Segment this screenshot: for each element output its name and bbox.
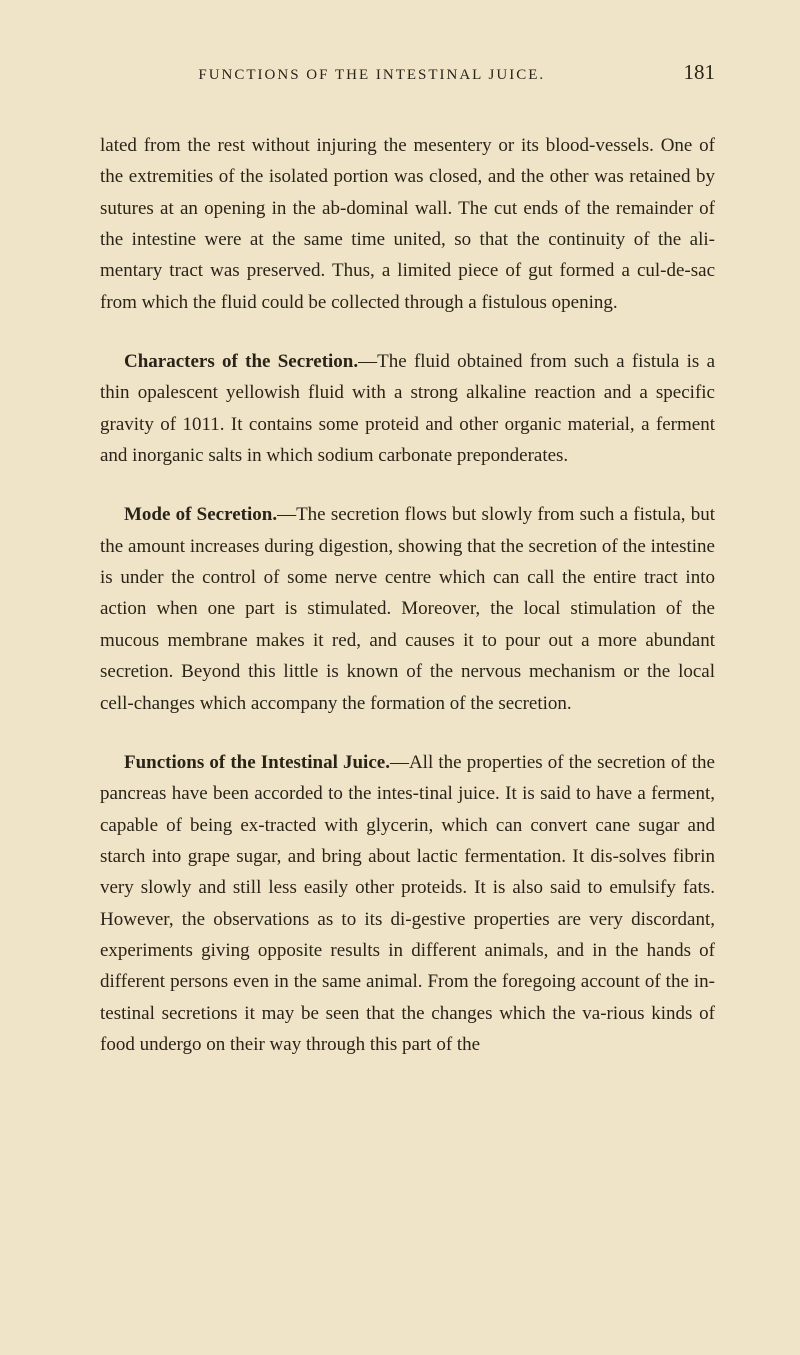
- page-header: FUNCTIONS OF THE INTESTINAL JUICE. 181: [100, 60, 715, 85]
- paragraph-2: Characters of the Secretion.—The fluid o…: [100, 346, 715, 471]
- paragraph-4: Functions of the Intestinal Juice.—All t…: [100, 747, 715, 1060]
- paragraph-3-body: —The secretion flows but slowly from suc…: [100, 504, 715, 713]
- running-title: FUNCTIONS OF THE INTESTINAL JUICE.: [100, 67, 644, 84]
- section-title-characters: Characters of the Secretion.: [124, 351, 358, 372]
- page-number: 181: [684, 60, 716, 85]
- paragraph-1: lated from the rest without injuring the…: [100, 130, 715, 318]
- section-title-mode: Mode of Secretion.: [124, 504, 277, 525]
- paragraph-3: Mode of Secretion.—The secretion flows b…: [100, 499, 715, 718]
- paragraph-4-body: —All the properties of the secretion of …: [100, 752, 715, 1055]
- section-title-functions: Functions of the Intestinal Juice.: [124, 752, 390, 773]
